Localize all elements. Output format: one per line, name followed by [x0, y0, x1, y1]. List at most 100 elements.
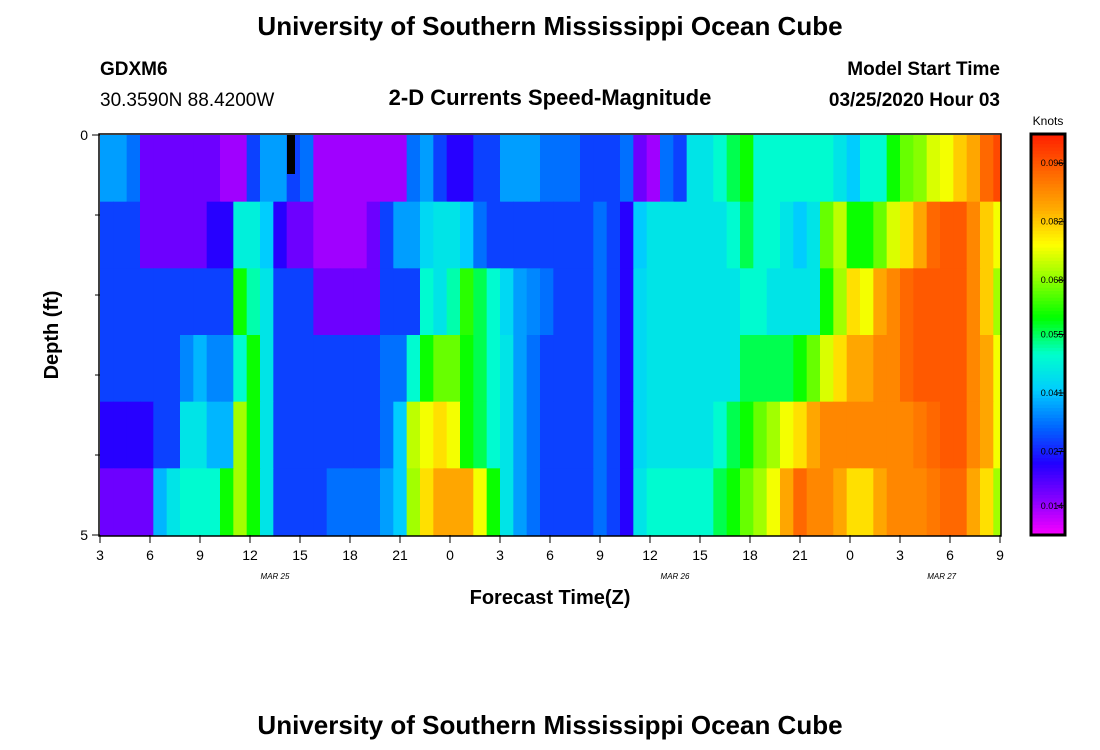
heatmap-cell — [380, 335, 394, 403]
heatmap-cell — [633, 401, 648, 469]
heatmap-cell — [406, 401, 421, 469]
heatmap-cell — [886, 135, 901, 203]
heatmap-cell — [740, 468, 754, 536]
heatmap-cell — [380, 401, 394, 469]
heatmap-cell — [300, 468, 314, 536]
heatmap-cell — [713, 201, 728, 269]
heatmap-cell — [766, 201, 781, 269]
station-location: 30.3590N 88.4200W — [100, 90, 274, 111]
heatmap-cell — [166, 468, 181, 536]
colorbar-segment — [1031, 384, 1065, 389]
colorbar-segment — [1031, 367, 1065, 372]
colorbar-segment — [1031, 408, 1065, 412]
x-axis-label: Forecast Time(Z) — [470, 587, 631, 609]
heatmap-cell — [606, 135, 621, 203]
heatmap-cell — [220, 268, 234, 336]
heatmap-cell — [660, 335, 674, 403]
heatmap-cell — [966, 468, 981, 536]
heatmap-cell — [220, 401, 234, 469]
heatmap-cell — [620, 335, 634, 403]
heatmap-cell — [913, 135, 928, 203]
colorbar-segment — [1031, 187, 1065, 192]
heatmap-cell — [646, 401, 661, 469]
heatmap-cell — [713, 468, 728, 536]
colorbar-segment — [1031, 474, 1065, 479]
heatmap-cell — [393, 135, 408, 203]
date-label: MAR 26 — [661, 572, 690, 581]
colorbar-segment — [1031, 267, 1065, 272]
heatmap-cell — [500, 468, 514, 536]
heatmap-cell — [273, 335, 288, 403]
heatmap-cell — [793, 468, 808, 536]
heatmap-cell — [940, 401, 954, 469]
heatmap-cell — [460, 201, 474, 269]
heatmap-cell — [406, 201, 421, 269]
heatmap-cell — [580, 201, 594, 269]
heatmap-cell — [580, 268, 594, 336]
colorbar-segment — [1031, 458, 1065, 463]
heatmap-cell — [246, 335, 261, 403]
heatmap-cell — [300, 201, 314, 269]
heatmap-cell — [380, 135, 394, 203]
heatmap-cell — [593, 335, 608, 403]
chart-subtitle: 2-D Currents Speed-Magnitude — [389, 85, 712, 110]
heatmap-cell — [766, 335, 781, 403]
heatmap-cell — [126, 135, 141, 203]
colorbar-segment — [1031, 491, 1065, 496]
colorbar-segment — [1031, 484, 1065, 489]
heatmap-cell — [700, 268, 714, 336]
heatmap-cell — [193, 401, 208, 469]
heatmap-cell — [513, 468, 528, 536]
heatmap-cell — [553, 335, 568, 403]
heatmap-cell — [726, 201, 741, 269]
heatmap-cell — [580, 135, 594, 203]
colorbar-segment — [1031, 164, 1065, 169]
heatmap-cell — [246, 135, 261, 203]
colorbar-segment — [1031, 244, 1065, 249]
heatmap-cell — [460, 268, 474, 336]
heatmap-cell — [686, 335, 701, 403]
heatmap-cell — [620, 135, 634, 203]
x-tick-label: 3 — [96, 547, 104, 563]
heatmap-cell — [366, 135, 381, 203]
heatmap-cell — [806, 135, 821, 203]
colorbar-segment — [1031, 391, 1065, 396]
heatmap-cell — [580, 468, 594, 536]
heatmap-cell — [593, 135, 608, 203]
heatmap-cell — [340, 401, 354, 469]
heatmap-cell — [793, 335, 808, 403]
colorbar-segment — [1031, 501, 1065, 506]
x-tick-label: 3 — [896, 547, 904, 563]
heatmap-cell — [873, 268, 888, 336]
heatmap-cell — [833, 201, 848, 269]
heatmap-cell — [353, 268, 368, 336]
heatmap-cell — [740, 201, 754, 269]
heatmap-cell — [526, 468, 541, 536]
colorbar-tick-label: 0.055 — [1041, 330, 1064, 340]
heatmap-cell — [646, 335, 661, 403]
heatmap-cell — [126, 268, 141, 336]
colorbar-segment — [1031, 508, 1065, 513]
heatmap-cell — [606, 335, 621, 403]
heatmap-cell — [940, 135, 954, 203]
heatmap-cell — [513, 401, 528, 469]
x-tick-label: 9 — [996, 547, 1004, 563]
colorbar-segment — [1031, 347, 1065, 352]
heatmap-cell — [100, 201, 114, 269]
heatmap-cell — [900, 335, 914, 403]
heatmap-cell — [486, 335, 501, 403]
heatmap-cell — [233, 201, 248, 269]
heatmap-cell — [220, 468, 234, 536]
heatmap-cell — [980, 135, 994, 203]
x-tick-label: 0 — [846, 547, 854, 563]
heatmap-cell — [940, 268, 954, 336]
heatmap-cell — [446, 268, 461, 336]
colorbar-segment — [1031, 511, 1065, 516]
heatmap-cell — [300, 401, 314, 469]
heatmap-cell — [766, 268, 781, 336]
heatmap-cell — [486, 268, 501, 336]
heatmap-cell — [246, 401, 261, 469]
heatmap-cell — [126, 468, 141, 536]
heatmap-cell — [993, 335, 1001, 403]
heatmap-cell — [540, 335, 554, 403]
